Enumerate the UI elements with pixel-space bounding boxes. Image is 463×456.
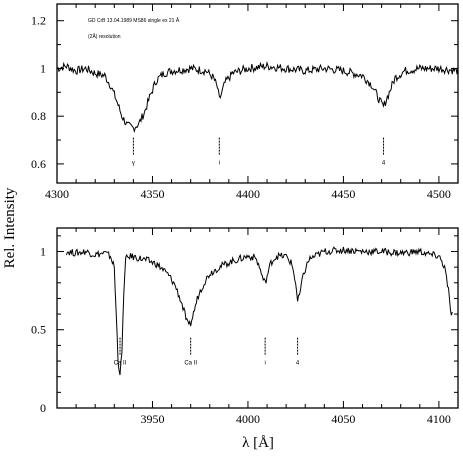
- line-id-label: Ca II: [114, 361, 127, 367]
- spectrum-line: [66, 246, 453, 376]
- panel-annotation: (2Å) resolution: [88, 33, 121, 40]
- x-axis-label: λ [Å]: [242, 435, 274, 451]
- x-tick-label: 3950: [140, 412, 164, 426]
- y-tick-label: 1: [40, 61, 46, 75]
- plot-frame: [56, 227, 459, 409]
- line-id-label: 4: [296, 361, 300, 367]
- y-tick-label: 0: [40, 401, 46, 415]
- y-axis-label: Rel. Intensity: [2, 187, 18, 268]
- bottom-panel: 3950 4000 4050 4100 0 0.5 1 Ca II Ca II i 4: [31, 227, 459, 426]
- line-id-label: γ: [132, 161, 135, 167]
- spectrum-line: [56, 60, 459, 134]
- x-tick-label: 4350: [140, 187, 164, 201]
- y-tick-label: 0.5: [31, 323, 46, 337]
- y-tick-label: 1: [40, 244, 46, 258]
- x-tick-label: 4050: [331, 412, 355, 426]
- line-id-label: Ca II: [184, 361, 197, 367]
- x-tick-label: 4450: [331, 187, 355, 201]
- y-tick-label: 1.2: [31, 14, 46, 28]
- plot-frame: [56, 3, 459, 184]
- line-id-label: i: [219, 161, 220, 167]
- x-tick-label: 4000: [236, 412, 260, 426]
- x-tick-label: 4100: [427, 412, 451, 426]
- top-panel: 4300 4350 4400 4450 4500 0.6 0.8 1 1.2 γ i 4 GD CrB …: [31, 3, 459, 201]
- y-tick-label: 0.6: [31, 157, 46, 171]
- y-tick-label: 0.8: [31, 109, 46, 123]
- x-tick-label: 4500: [427, 187, 451, 201]
- panel-annotation: GD CrB 13.04.1989 MS86 single ex 21 Å: [88, 17, 180, 24]
- x-tick-label: 4400: [236, 187, 260, 201]
- line-id-label: i: [264, 361, 265, 367]
- x-tick-label: 4300: [45, 187, 69, 201]
- line-id-label: 4: [382, 161, 386, 167]
